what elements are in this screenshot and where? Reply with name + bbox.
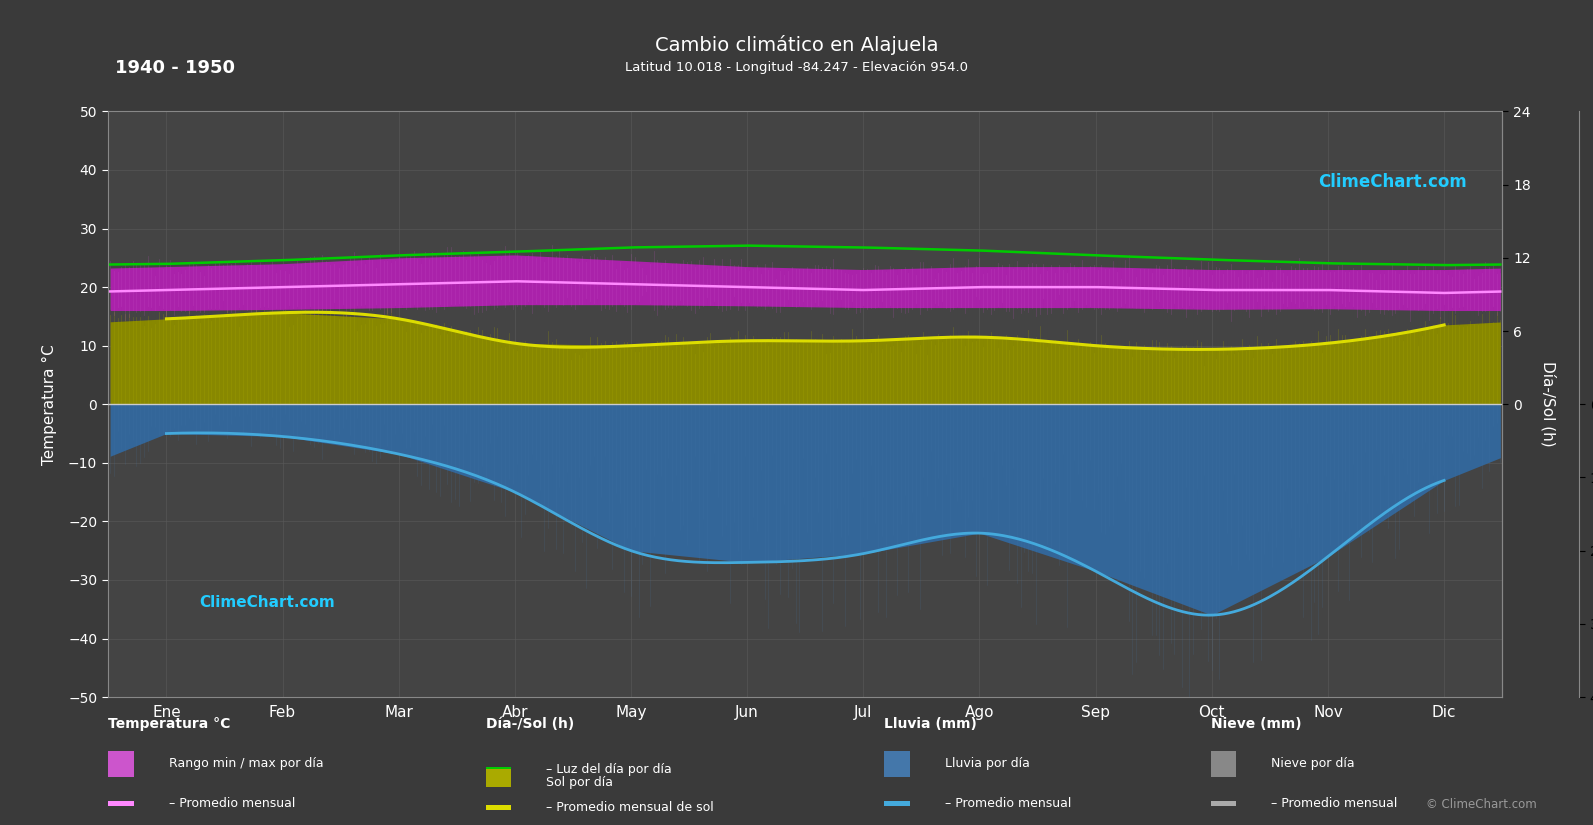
Text: Lluvia por día: Lluvia por día [945,757,1029,771]
Y-axis label: Día-/Sol (h): Día-/Sol (h) [1540,361,1556,447]
Text: Sol por día: Sol por día [546,776,613,789]
Text: 1940 - 1950: 1940 - 1950 [115,59,234,77]
Text: Nieve por día: Nieve por día [1271,757,1354,771]
Text: Día-/Sol (h): Día-/Sol (h) [486,717,573,731]
Text: Cambio climático en Alajuela: Cambio climático en Alajuela [655,35,938,54]
Text: – Promedio mensual: – Promedio mensual [1271,797,1397,810]
Text: Nieve (mm): Nieve (mm) [1211,717,1301,731]
Text: ClimeChart.com: ClimeChart.com [1319,173,1467,191]
Text: – Luz del día por día: – Luz del día por día [546,763,672,776]
Text: Temperatura °C: Temperatura °C [108,717,231,731]
Text: – Promedio mensual: – Promedio mensual [945,797,1070,810]
Text: – Promedio mensual de sol: – Promedio mensual de sol [546,801,714,814]
Text: ClimeChart.com: ClimeChart.com [199,595,335,610]
Text: Rango min / max por día: Rango min / max por día [169,757,323,771]
Text: © ClimeChart.com: © ClimeChart.com [1426,798,1537,811]
Text: Lluvia (mm): Lluvia (mm) [884,717,977,731]
Y-axis label: Temperatura °C: Temperatura °C [41,344,57,464]
Text: Latitud 10.018 - Longitud -84.247 - Elevación 954.0: Latitud 10.018 - Longitud -84.247 - Elev… [624,61,969,74]
Text: – Promedio mensual: – Promedio mensual [169,797,295,810]
